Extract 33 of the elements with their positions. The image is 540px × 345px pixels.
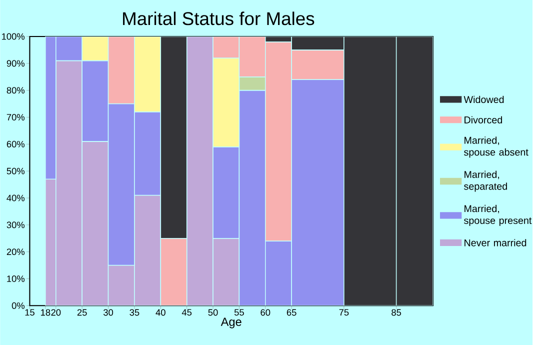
y-tick-label: 100% <box>2 33 25 40</box>
legend-label: Widowed <box>464 96 504 104</box>
x-tick-label: 45 <box>182 309 192 316</box>
y-tick-label: 40% <box>6 194 25 202</box>
x-tick-label: 25 <box>77 309 87 316</box>
x-axis-title: Age <box>220 318 242 328</box>
legend-label: Never married <box>464 239 526 246</box>
y-tick-label: 80% <box>6 87 25 94</box>
x-tick-label: 50 <box>208 309 218 316</box>
legend-label: Married, separated <box>464 170 507 192</box>
x-tick-label: 55 <box>234 309 244 316</box>
chart-title: Marital Status for Males <box>123 12 314 26</box>
x-tick-label: 18 <box>41 309 50 316</box>
legend-label: Married, spouse absent <box>464 136 528 158</box>
y-tick-label: 90% <box>6 60 25 67</box>
x-tick-label: 15 <box>25 309 34 316</box>
y-tick-label: 50% <box>6 168 25 174</box>
y-tick-label: 20% <box>6 248 25 256</box>
y-tick-label: 0% <box>12 302 25 309</box>
x-tick-label: 35 <box>130 309 140 316</box>
x-tick-label: 30 <box>104 309 114 316</box>
y-tick-label: 10% <box>7 275 25 282</box>
y-tick-label: 60% <box>6 140 25 148</box>
y-tick-label: 30% <box>6 222 25 228</box>
x-tick-label: 75 <box>339 309 349 316</box>
x-tick-label: 20 <box>51 309 61 316</box>
x-tick-label: 65 <box>286 309 296 316</box>
x-tick-label: 85 <box>392 309 402 316</box>
x-tick-label: 60 <box>260 309 270 316</box>
legend-label: Married, spouse present <box>464 204 532 226</box>
y-tick-label: 70% <box>6 114 25 120</box>
legend-label: Divorced <box>464 116 502 124</box>
x-tick-label: 40 <box>156 309 166 316</box>
